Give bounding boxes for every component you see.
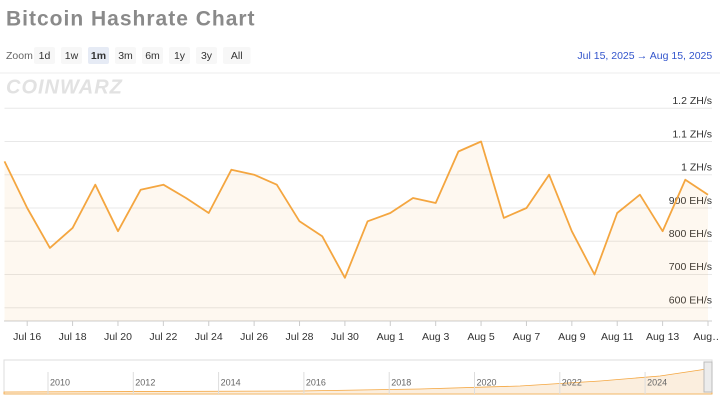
x-tick-label: Jul 18 xyxy=(59,331,87,343)
zoom-button[interactable] xyxy=(196,47,217,64)
x-tick-label: Jul 20 xyxy=(104,331,132,343)
zoom-button[interactable] xyxy=(223,47,251,64)
x-tick-label: Aug 13 xyxy=(646,331,679,343)
range-to: Aug 15, 2025 xyxy=(650,50,713,62)
zoom-button[interactable] xyxy=(34,47,55,64)
x-tick-label: Aug 7 xyxy=(513,331,541,343)
x-tick-label: Jul 22 xyxy=(149,331,177,343)
navigator-label: 2024 xyxy=(647,377,667,387)
x-tick-label: Aug… xyxy=(693,331,720,343)
zoom-button-label[interactable]: 1d xyxy=(39,50,51,62)
zoom-button-label[interactable]: 1w xyxy=(65,50,79,62)
x-tick-label: Jul 28 xyxy=(286,331,314,343)
navigator-label: 2010 xyxy=(50,377,70,387)
navigator-label: 2012 xyxy=(135,377,155,387)
line xyxy=(3,140,709,279)
range-arrow: → xyxy=(637,50,648,62)
navigator-label: 2016 xyxy=(306,377,326,387)
zoom-button-label[interactable]: 3y xyxy=(201,50,213,62)
x-tick-label: Jul 26 xyxy=(240,331,268,343)
zoom-button-label[interactable]: 1y xyxy=(174,50,186,62)
navigator-label: 2014 xyxy=(221,377,241,387)
navigator-label: 2020 xyxy=(477,377,497,387)
area-fill xyxy=(4,141,708,321)
zoom-button[interactable] xyxy=(61,47,82,64)
x-tick-label: Aug 3 xyxy=(422,331,450,343)
y-tick-label: 1 ZH/s xyxy=(681,162,712,174)
navigator-label: 2022 xyxy=(562,377,582,387)
zoom-button[interactable] xyxy=(169,47,190,64)
x-tick-label: Aug 9 xyxy=(558,331,586,343)
navigator-area xyxy=(3,367,713,395)
watermark: COINWARZ xyxy=(6,76,123,98)
zoom-button-label[interactable]: 3m xyxy=(118,50,133,62)
y-tick-label: 600 EH/s xyxy=(669,294,712,306)
zoom-button-label[interactable]: 1m xyxy=(91,50,106,62)
zoom-button[interactable] xyxy=(142,47,163,64)
x-tick-label: Aug 1 xyxy=(377,331,405,343)
y-tick-label: 900 EH/s xyxy=(669,195,712,207)
navigator-label: 2018 xyxy=(391,377,411,387)
x-tick-label: Jul 24 xyxy=(195,331,223,343)
navigator-handle[interactable] xyxy=(703,361,713,393)
x-tick-label: Jul 16 xyxy=(13,331,41,343)
zoom-label: Zoom xyxy=(6,50,33,62)
zoom-button-label[interactable]: 6m xyxy=(145,50,160,62)
x-tick-label: Aug 5 xyxy=(467,331,495,343)
x-tick-label: Jul 30 xyxy=(331,331,359,343)
y-tick-label: 1.2 ZH/s xyxy=(672,95,712,107)
y-tick-label: 800 EH/s xyxy=(669,228,712,240)
zoom-button[interactable] xyxy=(115,47,136,64)
range-from: Jul 15, 2025 xyxy=(577,50,634,62)
chart-title: Bitcoin Hashrate Chart xyxy=(6,8,256,31)
y-tick-label: 700 EH/s xyxy=(669,261,712,273)
zoom-button[interactable] xyxy=(88,47,109,64)
x-tick-label: Aug 11 xyxy=(601,331,634,343)
zoom-button-label[interactable]: All xyxy=(231,50,243,62)
y-tick-label: 1.1 ZH/s xyxy=(672,128,712,140)
